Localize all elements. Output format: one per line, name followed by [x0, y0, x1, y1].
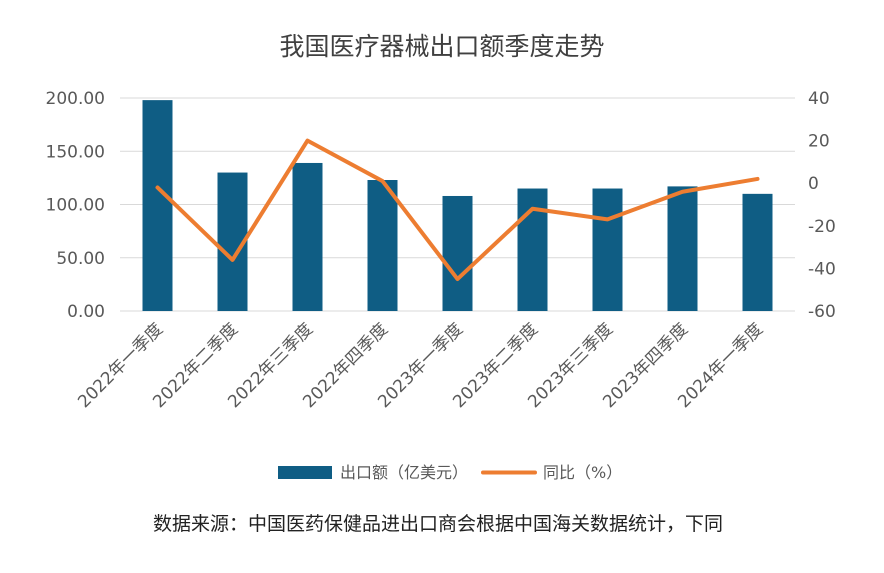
left-tick-label: 100.00: [46, 196, 105, 216]
right-tick-label: -60: [808, 302, 836, 322]
category-labels: 2022年一季度2022年二季度2022年三季度2022年四季度2023年一季度…: [74, 319, 767, 412]
right-axis-ticks: 40 20 0 -20 -40 -60: [808, 89, 836, 322]
line-series: [155, 138, 760, 282]
legend-bar-label: 出口额（亿美元）: [340, 463, 468, 482]
right-tick-label: -40: [808, 259, 836, 279]
legend-line-label: 同比（%）: [543, 463, 622, 482]
source-note: 数据来源：中国医药保健品进出口商会根据中国海关数据统计，下同: [153, 513, 723, 535]
bar-series: [142, 100, 773, 311]
left-tick-label: 0.00: [67, 302, 105, 322]
bar: [592, 188, 623, 311]
bar: [667, 186, 698, 311]
bar: [442, 195, 473, 311]
right-tick-label: 20: [808, 132, 830, 152]
yoy-line: [155, 138, 760, 282]
right-tick-label: 0: [808, 174, 819, 194]
left-axis-ticks: 200.00 150.00 100.00 50.00 0.00: [46, 89, 105, 322]
chart-title: 我国医疗器械出口额季度走势: [279, 32, 604, 61]
bar: [292, 162, 323, 311]
bar: [742, 193, 773, 311]
left-tick-label: 200.00: [46, 89, 105, 109]
legend-bar-swatch: [278, 466, 332, 479]
legend: 出口额（亿美元） 同比（%）: [278, 463, 622, 482]
bar: [367, 180, 398, 311]
left-tick-label: 150.00: [46, 142, 105, 162]
left-tick-label: 50.00: [56, 249, 105, 269]
bar: [142, 100, 173, 311]
right-tick-label: -20: [808, 217, 836, 237]
right-tick-label: 40: [808, 89, 830, 109]
